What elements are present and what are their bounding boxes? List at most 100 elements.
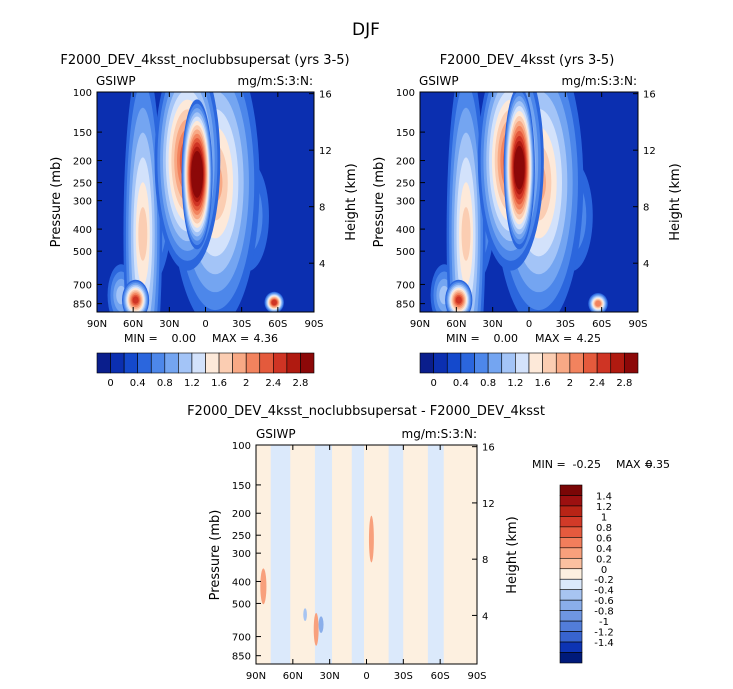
difference-band	[256, 445, 271, 664]
colorbar-swatch	[570, 353, 584, 373]
colorbar-swatch	[560, 548, 582, 558]
y2-tick-label: 12	[319, 146, 332, 157]
min-value: 0.00	[172, 332, 197, 345]
x-tick-label: 30N	[159, 319, 179, 330]
colorbar-label: 0.4	[453, 378, 469, 389]
colorbar-swatch	[488, 353, 502, 373]
y-tick-label: 700	[73, 280, 92, 291]
y-tick-label: 300	[396, 197, 415, 208]
colorbar: 0 0.4 0.8 1.2 1.6 2 2.4 2.8	[97, 353, 314, 389]
x-tick-label: 60N	[283, 671, 303, 682]
colorbar-swatch	[287, 353, 301, 373]
colorbar-label: -1	[599, 617, 609, 628]
colorbar: 1.41.210.80.60.40.20-0.2-0.4-0.6-0.8-1-1…	[560, 485, 614, 663]
difference-band	[403, 445, 428, 664]
colorbar-label: 1.4	[596, 491, 612, 502]
x-tick-label: 0	[526, 319, 532, 330]
colorbar-label: 0.6	[596, 533, 612, 544]
contour-band	[456, 296, 462, 303]
colorbar-swatch	[515, 353, 529, 373]
colorbar-label: 1.2	[184, 378, 200, 389]
colorbar-swatch	[97, 353, 111, 373]
contour-band	[272, 300, 277, 306]
panel-control-top-left: F2000_DEV_4ksst_noclubbsupersat (yrs 3-5…	[49, 37, 359, 410]
figure: DJF F2000_DEV_4ksst_noclubbsupersat (yrs…	[0, 0, 733, 689]
y2-axis-label: Height (km)	[668, 163, 683, 240]
x-tick-label: 90S	[467, 671, 486, 682]
y2-tick-label: 4	[319, 259, 325, 270]
colorbar-label: 2	[567, 378, 573, 389]
colorbar-swatch	[475, 353, 489, 373]
x-tick-label: 60S	[268, 319, 287, 330]
units-label: mg/m:S:3:N:	[562, 74, 637, 88]
colorbar-swatch	[246, 353, 260, 373]
difference-band	[364, 445, 389, 664]
y-tick-label: 500	[73, 247, 92, 258]
colorbar-swatch	[624, 353, 638, 373]
difference-band	[444, 445, 477, 664]
x-tick-label: 90S	[304, 319, 323, 330]
y-axis-label: Pressure (mb)	[208, 510, 223, 601]
colorbar-swatch	[560, 621, 582, 631]
y-tick-label: 200	[232, 509, 251, 520]
y-tick-label: 850	[73, 300, 92, 311]
colorbar-swatch	[233, 353, 247, 373]
x-tick-label: 30N	[483, 319, 503, 330]
colorbar-label: -1.4	[594, 638, 614, 649]
y-tick-label: 200	[396, 157, 415, 168]
min-label: MIN =	[446, 332, 480, 345]
colorbar-label: 0.8	[596, 523, 612, 534]
y-tick-label: 300	[232, 549, 251, 560]
difference-band	[352, 445, 364, 664]
colorbar-swatch	[529, 353, 543, 373]
y-tick-label: 150	[396, 128, 415, 139]
colorbar-swatch	[560, 516, 582, 526]
difference-band	[332, 445, 352, 664]
colorbar-swatch	[219, 353, 233, 373]
y-tick-label: 700	[232, 633, 251, 644]
variable-label: GSIWP	[256, 427, 296, 441]
panel-title: F2000_DEV_4ksst (yrs 3-5)	[440, 53, 615, 68]
variable-label: GSIWP	[419, 74, 459, 88]
x-tick-label: 30S	[394, 671, 413, 682]
y2-tick-label: 4	[482, 611, 488, 622]
x-tick-label: 60N	[446, 319, 466, 330]
colorbar-label: 0.4	[596, 544, 612, 555]
colorbar-swatch	[461, 353, 475, 373]
colorbar-swatch	[560, 632, 582, 642]
colorbar-label: 1.2	[596, 502, 612, 513]
colorbar-swatch	[206, 353, 220, 373]
contour-band	[516, 161, 522, 175]
y-tick-label: 250	[73, 179, 92, 190]
y2-tick-label: 16	[482, 443, 495, 454]
contour-band	[133, 296, 139, 303]
y-tick-label: 500	[232, 599, 251, 610]
min-value: 0.00	[494, 332, 519, 345]
min-label: MIN =	[532, 458, 566, 471]
y2-axis-label: Height (km)	[505, 516, 520, 593]
x-tick-label: 0	[363, 671, 369, 682]
colorbar-swatch	[260, 353, 274, 373]
colorbar-label: -0.8	[594, 607, 614, 618]
y-axis-label: Pressure (mb)	[372, 157, 387, 248]
colorbar-label: -0.6	[594, 596, 614, 607]
y-tick-label: 400	[396, 225, 415, 236]
y2-axis-label: Height (km)	[344, 163, 359, 240]
colorbar-label: 1.6	[211, 378, 227, 389]
colorbar-swatch	[192, 353, 206, 373]
colorbar-swatch	[560, 537, 582, 547]
colorbar-swatch	[124, 353, 138, 373]
colorbar-swatch	[434, 353, 448, 373]
colorbar-swatch	[560, 495, 582, 505]
colorbar-swatch	[560, 558, 582, 568]
colorbar-label: 0.2	[596, 554, 612, 565]
panel-test-top-right: F2000_DEV_4ksst (yrs 3-5) GSIWP mg/m:S:3…	[372, 37, 683, 410]
variable-label: GSIWP	[96, 74, 136, 88]
colorbar-swatch	[560, 485, 582, 495]
y2-tick-label: 4	[643, 259, 649, 270]
difference-feature	[319, 616, 324, 633]
colorbar-label: 0.8	[157, 378, 173, 389]
colorbar-swatch	[138, 353, 152, 373]
heatmap-plot	[256, 445, 477, 664]
difference-band	[290, 445, 315, 664]
